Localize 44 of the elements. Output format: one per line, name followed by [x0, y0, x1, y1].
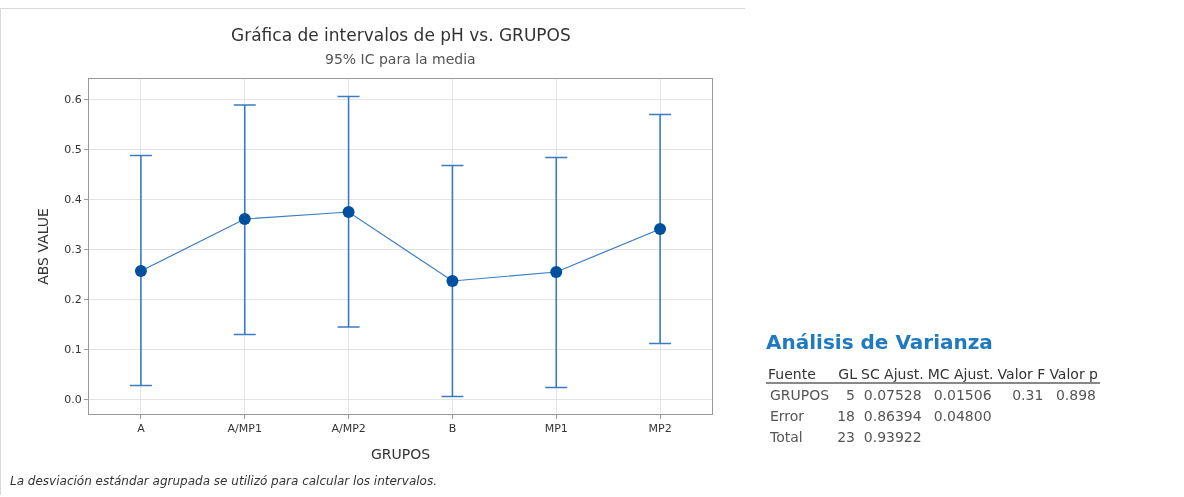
category-label: Fuente [766, 366, 834, 383]
text: 0.01506 [933, 387, 992, 403]
x-tick-label: B [448, 422, 457, 436]
point [342, 206, 355, 218]
category-label: Total [770, 429, 803, 445]
chart-title: Gráfica de intervalos de pH vs. GRUPOS [231, 25, 571, 45]
category-label: Valor p [1047, 366, 1100, 383]
x-tick-label: MP1 [544, 422, 568, 436]
category-label: MC Ajust. [925, 366, 996, 383]
x-tick-label: A/MP1 [227, 422, 262, 436]
text: 0.898 [1055, 387, 1096, 403]
text: La desviación estándar agrupada se utilizó para calcular los intervalos. [10, 474, 437, 488]
y-tick-label: 0.5 [64, 142, 82, 156]
x-tick-label: A [137, 422, 146, 436]
text: 18 [837, 408, 855, 424]
text: 0.07528 [863, 387, 922, 403]
y-axis-title: ABS VALUE [34, 208, 51, 285]
category-label: GRUPOS [770, 387, 830, 403]
point [238, 213, 251, 225]
text: 0.04800 [933, 408, 992, 424]
x-axis-title: GRUPOS [370, 445, 431, 462]
point [654, 223, 667, 235]
point [550, 266, 563, 278]
text: 5 [846, 387, 855, 403]
text: 0.31 [1012, 387, 1044, 403]
y-tick-label: 0.2 [64, 292, 82, 306]
text: 23 [837, 429, 855, 445]
y-tick-label: 0.0 [64, 392, 82, 406]
x-tick-label: MP2 [648, 422, 672, 436]
category-label: Valor F [995, 366, 1048, 383]
text: Análisis de Varianza [766, 330, 994, 354]
text: 0.93922 [863, 429, 922, 445]
y-tick-label: 0.1 [64, 342, 82, 356]
y-tick-label: 0.4 [64, 192, 82, 206]
point [446, 275, 459, 287]
x-tick-label: A/MP2 [331, 422, 366, 436]
category-label: SC Ajust. [859, 366, 926, 383]
y-tick-label: 0.6 [64, 92, 82, 106]
text: 0.86394 [863, 408, 922, 424]
point [134, 265, 147, 277]
category-label: GL [833, 366, 859, 383]
y-tick-label: 0.3 [64, 242, 82, 256]
chart-subtitle: 95% IC para la media [325, 51, 476, 67]
category-label: Error [770, 408, 805, 424]
